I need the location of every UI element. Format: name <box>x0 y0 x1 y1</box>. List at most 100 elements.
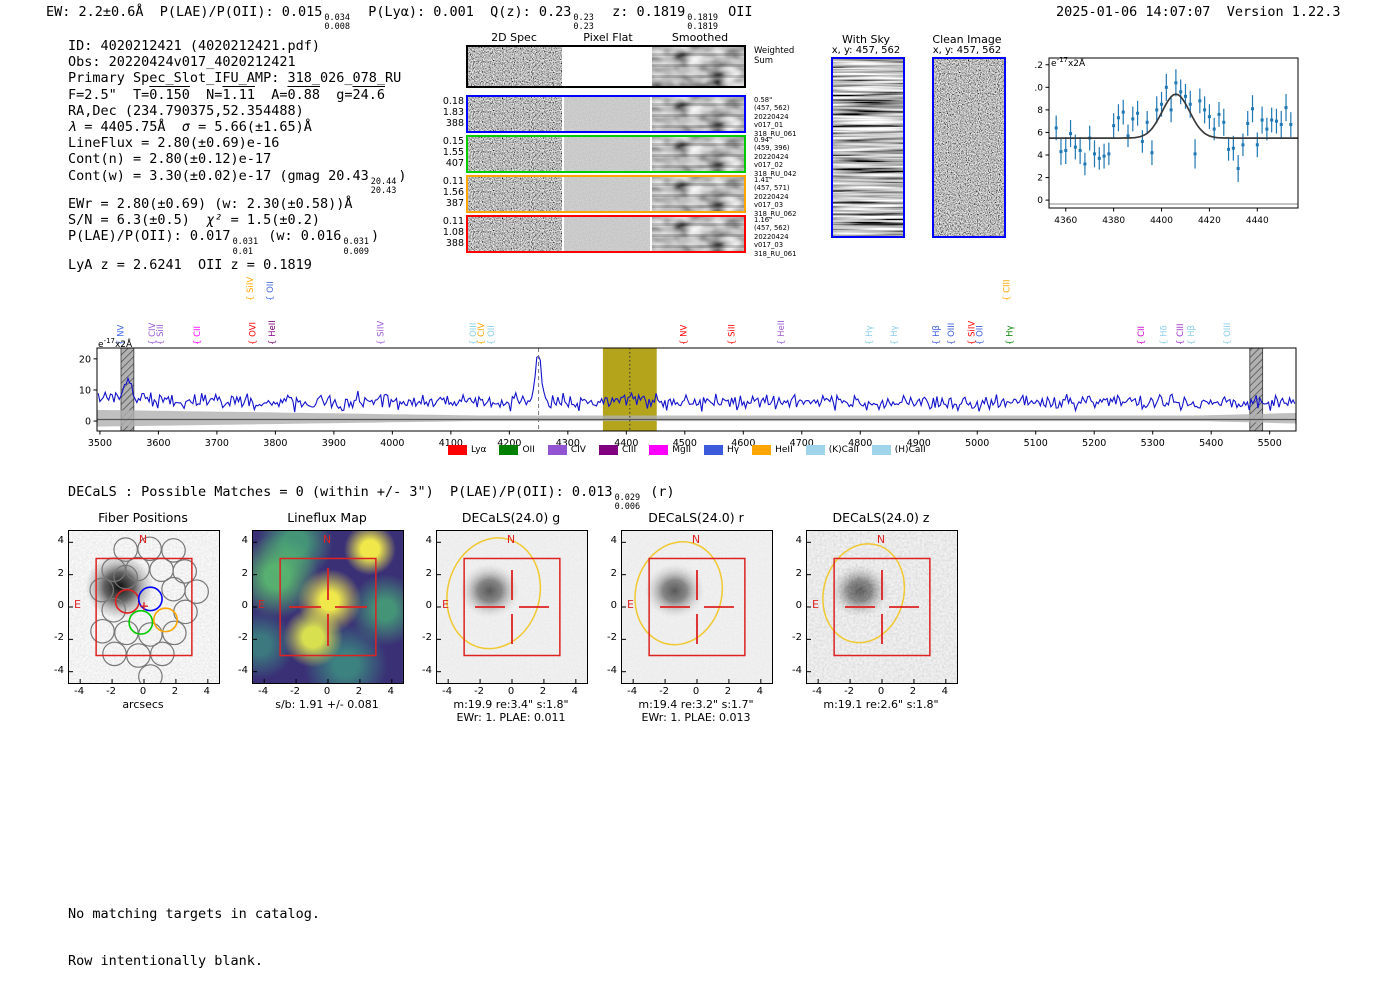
spec2d-cell <box>564 177 650 211</box>
fraction-bottom: 0.009 <box>343 246 370 257</box>
decals-match-line: DECaLS : Possible Matches = 0 (within +/… <box>68 484 675 512</box>
x-tick-label: 4100 <box>439 438 463 449</box>
text-segment: (w: 0.016 <box>260 228 342 245</box>
fraction: 0.031 0.009 <box>343 237 370 257</box>
text-segment: OII <box>720 4 753 20</box>
spec2d-row: 0.11 1.56 387 1.41" (457, 571) 20220424 v017_0… <box>440 175 820 218</box>
spectrum-legend: Lyα OII CIV CIII MgII Hγ HeII (K)CaII (H)CaII <box>448 445 926 455</box>
y-tick-label: 20 <box>79 354 91 365</box>
y-tick-label: -4 <box>607 664 617 676</box>
compass-east-label: E <box>258 598 265 611</box>
text-segment: N= <box>189 86 223 103</box>
y-tick-label: -4 <box>792 664 802 676</box>
spec2d-row-right-labels: 1.41" (457, 571) 20220424 v017_03 318_RU_062 <box>754 176 820 218</box>
cutout-image <box>436 530 588 684</box>
cutout-panel-2: Lineflux Map N E 4 2 0 -2 -4 -4 -2 0 2 4 s/b: 1.91 +/… <box>222 510 417 730</box>
x-tick-label: 3600 <box>146 438 170 449</box>
spec2d-cell <box>652 97 744 131</box>
compass-east-label: E <box>627 598 634 611</box>
spec2d-cell <box>468 47 562 86</box>
text-segment: EWr = 2.80(±0.69) (w: 2.30(±0.58))Å <box>68 195 353 212</box>
x-tick-label: 5100 <box>1024 438 1048 449</box>
x-tick-label: 5500 <box>1258 438 1282 449</box>
weight-label: 1.56 <box>442 187 464 198</box>
spec2d-cell <box>564 137 650 171</box>
text-segment: = 4405.75Å <box>76 119 182 136</box>
footer-line-1: No matching targets in catalog. <box>68 905 320 922</box>
timestamp-version: 2025-01-06 14:07:07 Version 1.22.3 <box>1056 4 1341 20</box>
fit-flux-unit: e-17x2Å <box>1051 56 1085 69</box>
x-tick-label: -4 <box>812 686 823 697</box>
line-fit-chart: 0 2 4 6 8 10 12 4360 4380 4400 4420 4440 <box>1035 57 1299 226</box>
info-line: S/N = 6.3(±0.5) χ² = 1.5(±0.2) <box>68 212 406 228</box>
legend-swatch <box>649 445 669 455</box>
emission-line-label: { SiIV <box>967 321 977 345</box>
legend-swatch <box>448 445 467 455</box>
compass-east-label: E <box>442 598 449 611</box>
text-segment: 1.11 <box>222 86 255 103</box>
legend-label: Lyα <box>471 445 487 455</box>
lineflux-image <box>253 531 403 683</box>
emission-line-label: { SiIV <box>377 321 387 345</box>
text-segment: P(Lyα): 0.001 Q(z): 0.23 <box>351 4 572 20</box>
fiber-id-label: 20220424 <box>754 152 789 161</box>
fraction-top: 0.031 <box>343 237 370 248</box>
text-segment: LineFlux = 2.80(±0.69)e-16 <box>68 135 280 152</box>
x-tick-label: 4420 <box>1198 216 1221 226</box>
weight-label: 388 <box>445 238 464 249</box>
text-segment: ID: 4020212421 (4020212421.pdf) <box>68 38 320 54</box>
spec2d-row-left-labels: 0.18 1.83 388 <box>440 96 464 129</box>
emission-line-label: { Hγ <box>1005 325 1015 345</box>
x-tick-label: 3900 <box>322 438 346 449</box>
text-segment: ) <box>398 167 407 184</box>
x-tick-label: 4 <box>203 686 211 697</box>
legend-label: HeII <box>775 445 793 455</box>
y-tick-label: 2 <box>57 567 64 579</box>
legend-item: (H)CaII <box>871 445 926 455</box>
unit-exp: -17 <box>103 337 115 345</box>
legend-swatch <box>598 445 618 455</box>
y-tick-label: -4 <box>238 664 248 676</box>
cutout-panel-5: DECaLS(24.0) z N E 4 2 0 -2 -4 -4 -2 0 2 4 m:19.1 re:… <box>776 510 971 730</box>
spec2d-cell <box>468 137 562 171</box>
spec2d-cell <box>652 47 744 86</box>
spec2d-cell <box>564 217 650 251</box>
info-line: ID: 4020212421 (4020212421.pdf) <box>68 38 406 54</box>
detection-info-block: ID: 4020212421 (4020212421.pdf) Obs: 2022… <box>68 38 406 273</box>
emission-line-label: { SiIV <box>246 277 256 301</box>
fraction-bottom: 0.008 <box>324 22 350 33</box>
emission-line-label: { NV <box>680 325 690 345</box>
cutout-title: Lineflux Map <box>287 510 367 525</box>
text-segment: Obs: 20220424v017_4020212421 <box>68 54 296 71</box>
x-tick-label: 2 <box>724 686 732 697</box>
with-sky-coords: x, y: 457, 562 <box>831 45 901 56</box>
spec2d-row: 0.18 1.83 388 0.58" (457, 562) 20220424 v017_0… <box>440 95 820 138</box>
y-tick-label: 0 <box>425 600 432 611</box>
legend-swatch <box>499 445 519 455</box>
cutout-image <box>621 530 773 684</box>
legend-swatch <box>871 445 891 455</box>
legend-item: CIII <box>598 445 636 455</box>
fiber-id-label: Weighted <box>754 46 795 56</box>
x-tick-label: 5400 <box>1199 438 1223 449</box>
compass-east-label: E <box>74 598 81 611</box>
emission-line-label: { Hδ <box>1160 325 1170 345</box>
cutout-title: DECaLS(24.0) z <box>832 510 930 525</box>
catalog-footer: No matching targets in catalog. Row inte… <box>68 875 320 986</box>
fraction-top: 0.029 <box>614 493 641 503</box>
emission-line-label: { OVI <box>249 322 259 345</box>
fraction-bottom: 20.43 <box>370 185 397 196</box>
y-tick-label: 4 <box>610 535 617 547</box>
fiber-id-label: v017_03 <box>754 201 784 210</box>
spec2d-cell <box>564 97 650 131</box>
cutout-title: DECaLS(24.0) g <box>461 510 561 525</box>
x-tick-label: 2 <box>909 686 917 697</box>
cutout-xlabel: m:19.9 re:3.4" s:1.8" <box>453 698 569 711</box>
unit-base: e <box>1051 59 1057 69</box>
version-label: Version 1.22.3 <box>1226 4 1341 20</box>
spec2d-row-cells <box>466 45 746 88</box>
weight-label: 0.15 <box>442 136 464 147</box>
emission-line-label: { OII <box>976 325 986 345</box>
emission-line-label: { OIII <box>1223 323 1233 345</box>
emission-line-label: { OIII <box>947 323 957 345</box>
